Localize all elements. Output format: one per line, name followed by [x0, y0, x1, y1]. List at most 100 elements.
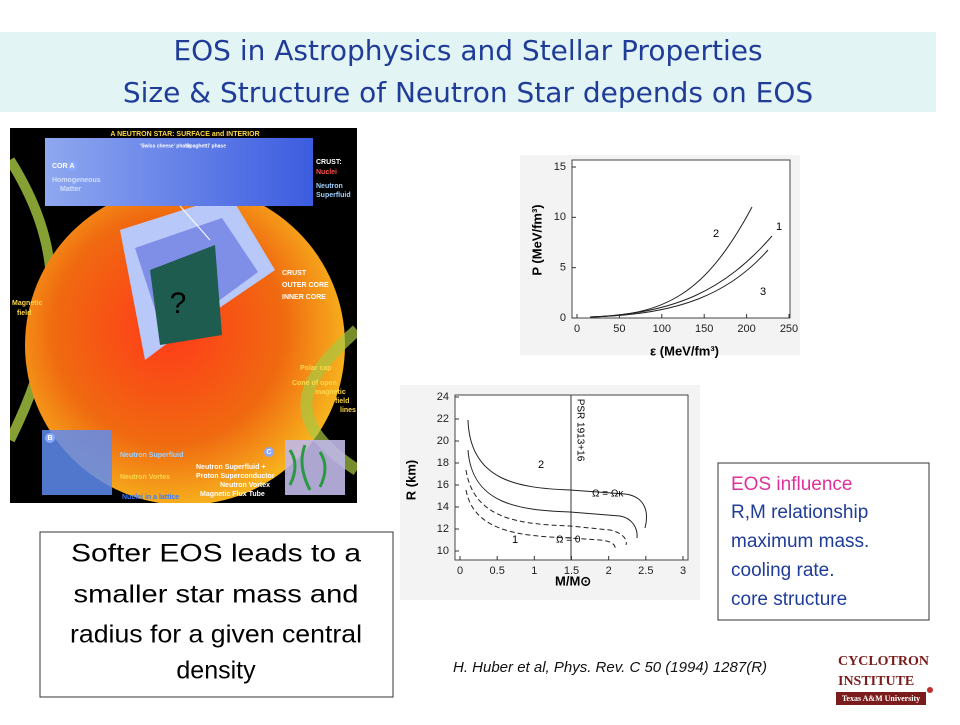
logo-text: INSTITUTE: [838, 674, 914, 689]
y-axis-label: P (MeV/fm³): [529, 204, 544, 275]
y-tick-label: 0: [560, 312, 566, 324]
omega-label: Ω = 0: [556, 535, 581, 546]
y-tick-label: 14: [437, 501, 449, 513]
x-tick-label: 1: [531, 565, 537, 577]
box-line: radius for a given central: [70, 621, 362, 649]
x-tick-label: 150: [695, 323, 713, 335]
psr-label: PSR 1913+16: [574, 399, 585, 462]
x-tick-label: 0: [457, 565, 463, 577]
box-line: core structure: [731, 589, 847, 610]
inner-core: [150, 245, 222, 345]
flux-tubes: [288, 444, 327, 491]
ill-label: Magnetic: [12, 300, 42, 307]
x-tick-label: 0.5: [490, 565, 505, 577]
ill-label: CORE:: [52, 163, 75, 170]
badge: [67, 161, 77, 171]
ill-label: field: [17, 310, 31, 317]
badge: [45, 433, 55, 443]
box-heading: EOS influence: [731, 474, 852, 495]
pointer: [179, 205, 211, 241]
ill-label: 'Swiss cheese' phase: [140, 143, 191, 149]
y-axis-label: R (km): [403, 460, 418, 500]
badge-label: A: [69, 163, 74, 170]
badge-label: B: [47, 435, 52, 442]
ill-label: 'Spaghetti' phase: [185, 143, 226, 149]
ill-label: Homogeneous: [52, 177, 101, 184]
ill-label: Neutron Vortex: [120, 474, 170, 481]
box-line: R,M relationship: [731, 502, 868, 523]
citation: H. Huber et al, Phys. Rev. C 50 (1994) 1…: [453, 659, 767, 676]
y-tick-label: 20: [437, 435, 449, 447]
y-tick-label: 16: [437, 479, 449, 491]
ill-label: Polar cap: [300, 365, 332, 372]
r-curve: [467, 419, 647, 529]
r-curve: [467, 449, 638, 539]
ill-label: Magnetic Flux Tube: [200, 491, 265, 498]
badge-label: C: [266, 449, 271, 456]
inset-bar: [45, 138, 313, 206]
y-tick-label: 10: [437, 545, 449, 557]
ill-label: Neutron Vortex: [220, 482, 270, 489]
y-tick-label: 15: [554, 161, 566, 173]
x-tick-label: 2: [606, 565, 612, 577]
title: Size & Structure of Neutron Star depends…: [123, 76, 813, 109]
y-tick-label: 18: [437, 457, 449, 469]
x-axis-label: M/M⊙: [555, 573, 591, 588]
badge: [264, 447, 274, 457]
ill-label: CRUST: [282, 270, 307, 277]
y-tick-label: 12: [437, 523, 449, 535]
x-axis-label: ε (MeV/fm³): [650, 343, 719, 358]
curve-label: 1: [512, 534, 518, 546]
softer-box: [39, 531, 394, 698]
ill-label: magnetic: [315, 389, 346, 396]
omega-label: Ω = Ωκ: [592, 489, 624, 500]
r-curve: [465, 469, 627, 546]
box-line: Softer EOS leads to a: [71, 540, 361, 568]
influence-box: [717, 462, 930, 621]
curve-label: 1: [776, 221, 782, 233]
x-tick-label: 3: [680, 565, 686, 577]
curve-label: 2: [713, 228, 719, 240]
logo-dot: [927, 687, 933, 693]
ill-label: field: [335, 398, 349, 405]
ill-label: INNER CORE: [282, 294, 326, 301]
ill-label: lines: [340, 407, 356, 414]
title: EOS in Astrophysics and Stellar Properti…: [173, 34, 762, 67]
x-tick-label: 100: [653, 323, 671, 335]
ill-label: Neutron Superfluid: [120, 452, 183, 459]
x-tick-label: 200: [737, 323, 755, 335]
y-tick-label: 5: [560, 262, 566, 274]
curve-label: 2: [538, 459, 544, 471]
logo-text: Texas A&M University: [842, 694, 920, 703]
plot-frame: [571, 159, 791, 319]
ill-title: A NEUTRON STAR: SURFACE and INTERIOR: [110, 131, 259, 138]
curve-label: 3: [760, 286, 766, 298]
x-tick-label: 0: [574, 323, 580, 335]
r-curve: [465, 489, 616, 550]
box-line: maximum mass.: [731, 531, 869, 552]
x-tick-label: 1.5: [564, 565, 579, 577]
y-tick-label: 24: [437, 391, 449, 403]
header-band: [0, 32, 936, 112]
ill-label: Superfluid: [316, 192, 351, 199]
ill-label: Cone of open: [292, 380, 337, 387]
ill-label: OUTER CORE: [282, 282, 329, 289]
logo: CYCLOTRON INSTITUTE Texas A&M University: [822, 646, 934, 710]
box-line: smaller star mass and: [74, 581, 359, 609]
ill-label: Nuclei in a lattice: [122, 494, 179, 501]
ill-label: Matter: [60, 186, 81, 193]
box-line: cooling rate.: [731, 560, 835, 581]
ill-label: Neutron: [316, 183, 343, 190]
y-tick-label: 22: [437, 413, 449, 425]
ill-label: Proton Superconductor: [196, 473, 275, 480]
y-tick-label: 10: [554, 211, 566, 223]
x-tick-label: 50: [613, 323, 625, 335]
ill-question: ?: [170, 287, 187, 320]
x-tick-label: 250: [780, 323, 798, 335]
box-line: density: [176, 657, 256, 685]
ill-label: CRUST:: [316, 159, 342, 166]
x-tick-label: 2.5: [638, 565, 653, 577]
logo-text: CYCLOTRON: [838, 654, 929, 669]
